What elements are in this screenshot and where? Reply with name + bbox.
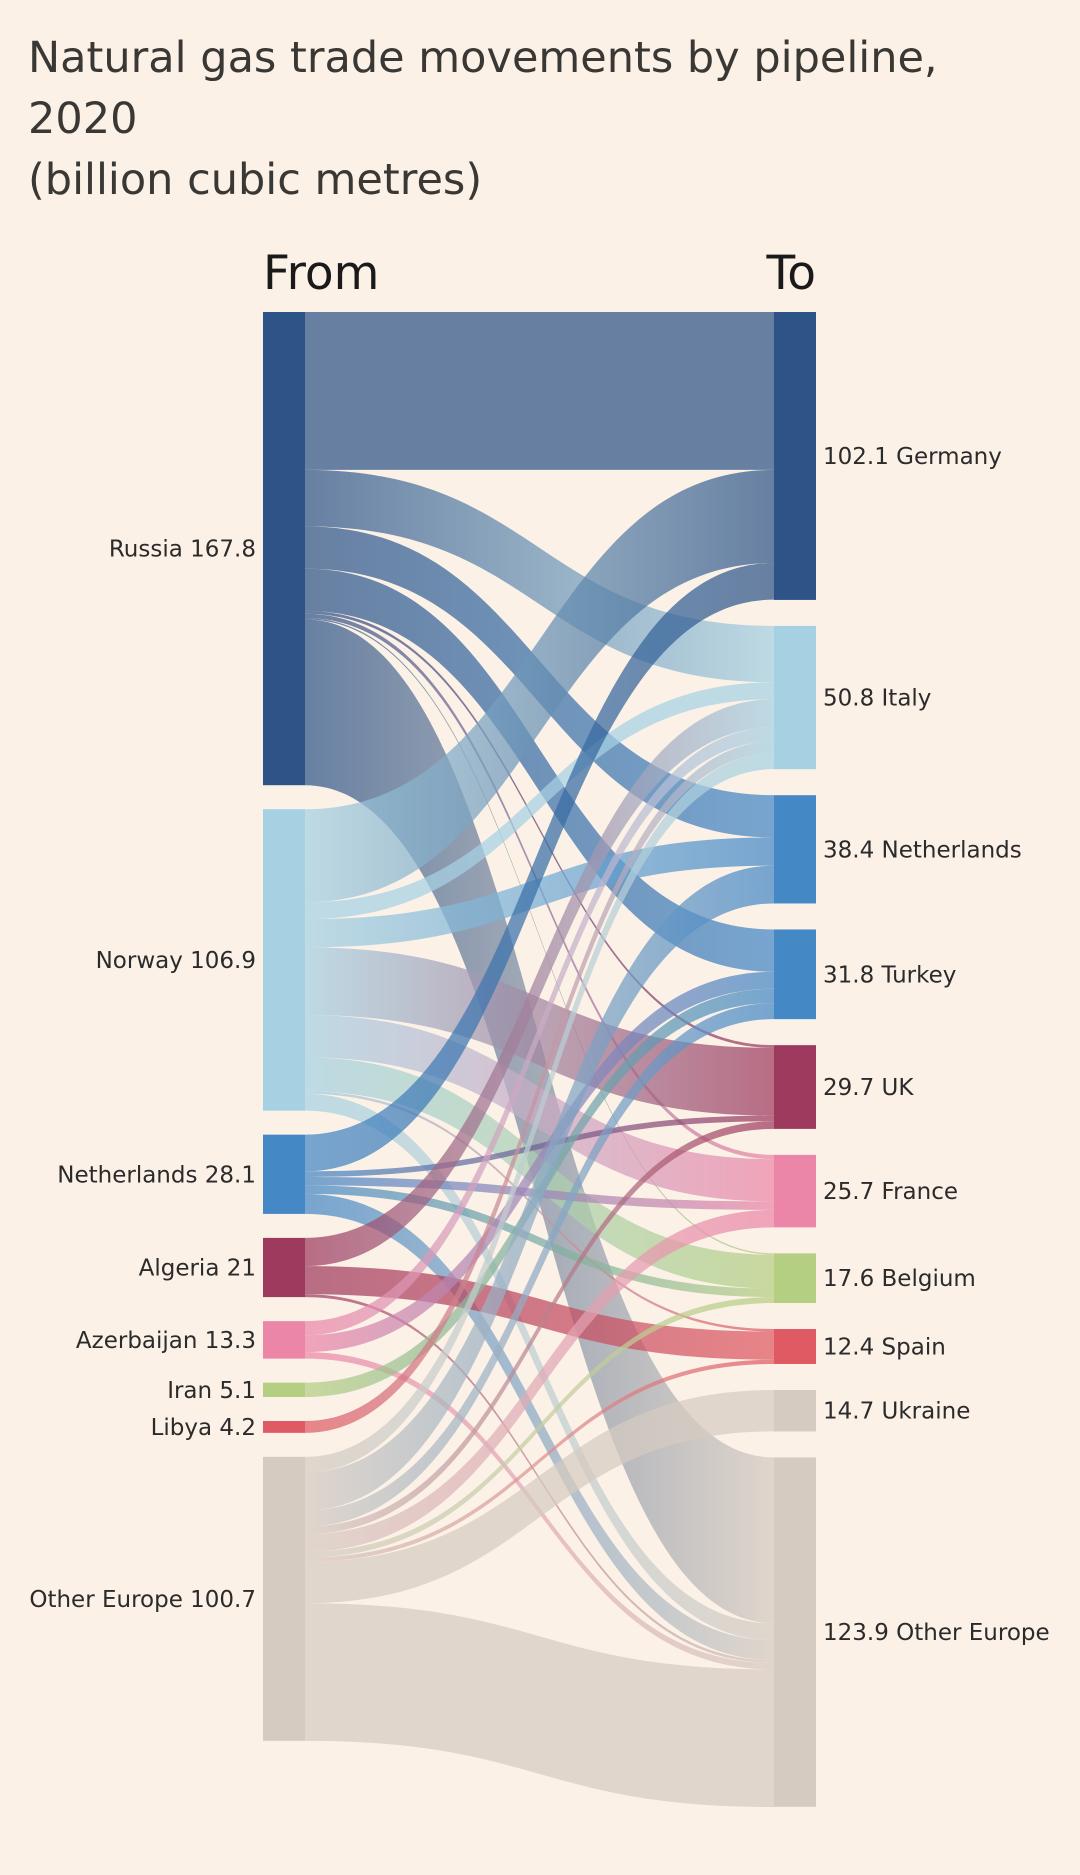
chart-title-line-2: (billion cubic metres) — [28, 155, 483, 205]
flow-russia-to-germany — [305, 312, 774, 470]
flow-norway-to-germany — [305, 469, 774, 903]
flow-links — [305, 312, 774, 1808]
target-node-italy — [774, 625, 816, 770]
flow-azerbaijan-to-turkey — [305, 971, 774, 1353]
flow-algeria-to-italy — [305, 699, 774, 1267]
target-node-belgium — [774, 1253, 816, 1304]
target-label-italy: 50.8 Italy — [823, 686, 931, 712]
flow-other-europe-to-other-europe — [305, 1603, 774, 1808]
target-label-belgium: 17.6 Belgium — [823, 1266, 976, 1292]
target-node-uk — [774, 1045, 816, 1129]
flow-norway-to-italy — [305, 682, 774, 920]
flow-other-europe-to-ukraine — [305, 1389, 774, 1604]
source-node-libya — [263, 1421, 305, 1433]
target-label-turkey: 31.8 Turkey — [823, 962, 956, 988]
flow-norway-to-spain — [305, 1091, 774, 1332]
source-label-other-europe: Other Europe 100.7 — [29, 1587, 256, 1613]
from-header: From — [263, 246, 379, 301]
source-node-netherlands — [263, 1134, 305, 1214]
target-node-netherlands — [774, 795, 816, 904]
flow-russia-to-turkey — [305, 568, 774, 972]
source-node-other-europe — [263, 1456, 305, 1741]
flow-russia-to-uk — [305, 610, 774, 1048]
source-node-russia — [263, 312, 305, 786]
target-node-spain — [774, 1329, 816, 1364]
node-labels: Russia 167.8 Norway 106.9 Netherlands 28.1… — [29, 444, 1049, 1646]
flow-netherlands-to-belgium — [305, 1185, 774, 1298]
source-label-norway: Norway 106.9 — [96, 948, 256, 974]
chart-title-line-1: Natural gas trade movements by pipeline,… — [28, 33, 938, 144]
source-label-libya: Libya 4.2 — [151, 1415, 256, 1441]
to-header: To — [766, 246, 816, 301]
target-label-uk: 29.7 UK — [823, 1075, 914, 1101]
flow-other-europe-to-spain — [305, 1359, 774, 1562]
target-node-turkey — [774, 929, 816, 1020]
target-node-ukraine — [774, 1389, 816, 1432]
target-node-other-europe — [774, 1457, 816, 1807]
flow-norway-to-netherlands — [305, 837, 774, 948]
flow-other-europe-to-uk — [305, 1121, 774, 1535]
target-label-netherlands: 38.4 Netherlands — [823, 837, 1022, 863]
source-node-iran — [263, 1382, 305, 1398]
target-label-ukraine: 14.7 Ukraine — [823, 1399, 970, 1425]
flow-nodes — [263, 312, 816, 1807]
chart-title: Natural gas trade movements by pipeline,… — [28, 28, 1028, 211]
flow-other-europe-to-belgium — [305, 1297, 774, 1558]
source-label-azerbaijan: Azerbaijan 13.3 — [76, 1328, 256, 1354]
target-node-germany — [774, 312, 816, 600]
target-label-other-europe: 123.9 Other Europe — [823, 1620, 1050, 1646]
source-label-netherlands: Netherlands 28.1 — [57, 1162, 256, 1188]
source-label-russia: Russia 167.8 — [109, 537, 256, 563]
flow-other-europe-to-turkey — [305, 1003, 774, 1527]
flow-russia-to-belgium — [305, 617, 774, 1255]
flow-other-europe-to-italy — [305, 753, 774, 1473]
flow-azerbaijan-to-italy — [305, 727, 774, 1336]
source-node-norway — [263, 809, 305, 1111]
target-label-spain: 12.4 Spain — [823, 1334, 946, 1360]
flow-other-europe-to-france — [305, 1209, 774, 1552]
source-node-azerbaijan — [263, 1321, 305, 1359]
source-label-algeria: Algeria 21 — [139, 1256, 256, 1282]
source-label-iran: Iran 5.1 — [167, 1378, 256, 1404]
target-label-germany: 102.1 Germany — [823, 444, 1002, 470]
flow-netherlands-to-germany — [305, 562, 774, 1172]
flow-other-europe-to-netherlands — [305, 865, 774, 1511]
target-label-france: 25.7 France — [823, 1179, 958, 1205]
flow-libya-to-italy — [305, 741, 774, 1433]
target-node-france — [774, 1154, 816, 1228]
flow-netherlands-to-uk — [305, 1115, 774, 1177]
flow-norway-to-other-europe — [305, 1093, 774, 1641]
flow-algeria-to-spain — [305, 1266, 774, 1360]
source-node-algeria — [263, 1237, 305, 1298]
